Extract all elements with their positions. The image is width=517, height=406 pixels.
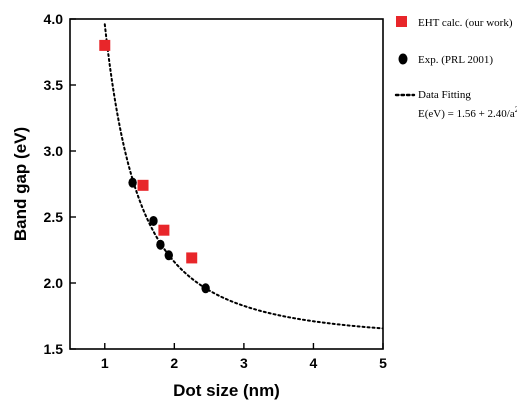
fit-curve-layer	[103, 23, 383, 330]
exp-data-point	[149, 215, 158, 226]
legend-label-fit: Data Fitting	[418, 89, 471, 101]
eht-data-point	[158, 224, 170, 236]
plot-area	[69, 18, 384, 350]
eht-data-point	[137, 179, 149, 191]
y-tick-label: 2.0	[44, 275, 64, 291]
x-tick-label: 2	[170, 355, 178, 371]
y-axis-title: Band gap (eV)	[11, 127, 30, 241]
legend-label-exp: Exp. (PRL 2001)	[418, 54, 493, 66]
y-tick-label: 3.5	[44, 77, 64, 93]
x-axis: 1 2 3 4 5	[101, 343, 387, 371]
data-points-layer	[99, 39, 210, 294]
y-tick-label: 3.0	[44, 143, 64, 159]
eht-data-point	[186, 252, 198, 264]
legend: EHT calc. (our work) Exp. (PRL 2001) Data …	[394, 16, 517, 120]
legend-circle-marker	[398, 53, 408, 65]
x-tick-label: 4	[310, 355, 318, 371]
y-tick-label: 1.5	[44, 341, 64, 357]
exp-data-point	[156, 239, 165, 250]
legend-square-marker	[396, 16, 407, 27]
y-axis: 1.5 2.0 2.5 3.0 3.5 4.0	[44, 11, 76, 357]
x-axis-title: Dot size (nm)	[173, 381, 280, 400]
plot-frame	[69, 18, 384, 350]
x-tick-label: 3	[240, 355, 248, 371]
exp-data-point	[201, 283, 210, 294]
exp-data-point	[164, 250, 173, 261]
y-tick-label: 4.0	[44, 11, 64, 27]
exp-data-point	[128, 177, 137, 188]
y-tick-label: 2.5	[44, 209, 64, 225]
fit-curve	[103, 23, 383, 330]
legend-label-eht: EHT calc. (our work)	[418, 17, 513, 29]
fit-formula: E(eV) = 1.56 + 2.40/a2	[418, 105, 517, 120]
x-tick-label: 1	[101, 355, 109, 371]
eht-data-point	[99, 39, 111, 51]
x-tick-label: 5	[379, 355, 387, 371]
